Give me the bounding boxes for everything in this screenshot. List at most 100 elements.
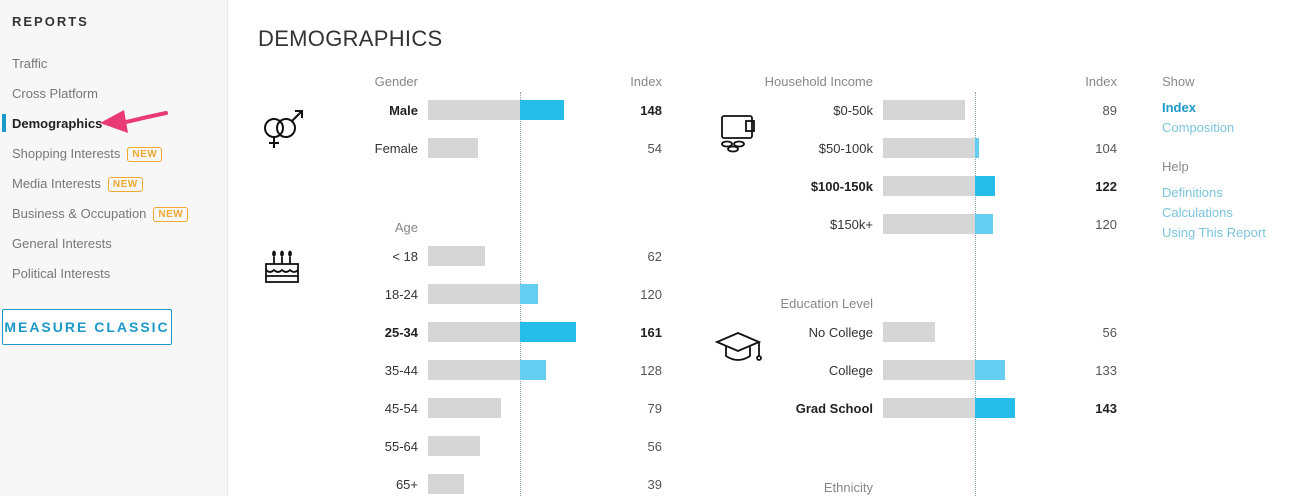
income-row-label: $0-50k <box>833 103 873 118</box>
education-section-label: Education Level <box>780 296 873 311</box>
sidebar-item-cross-platform[interactable]: Cross Platform <box>12 86 98 101</box>
bar-gray <box>428 284 520 304</box>
sidebar-item-label: Political Interests <box>12 266 111 281</box>
page-title: DEMOGRAPHICS <box>258 26 443 51</box>
bar-gray <box>428 398 501 418</box>
sidebar-item-demographics[interactable]: Demographics <box>12 116 102 131</box>
bar-blue <box>975 138 979 158</box>
gender-bar <box>428 100 668 120</box>
gender-row-label: Female <box>374 141 418 156</box>
graduation-cap-icon <box>714 332 762 361</box>
income-index-header: Index <box>1085 74 1117 89</box>
active-item-marker <box>2 114 6 132</box>
show-index-link[interactable]: Index <box>1162 100 1196 115</box>
income-index-value: 120 <box>1095 217 1117 232</box>
sidebar-item-shopping-interests[interactable]: Shopping Interests NEW <box>12 146 163 162</box>
bar-gray <box>883 100 965 120</box>
bar-blue <box>520 284 539 304</box>
education-bar <box>883 360 1123 380</box>
help-calculations-link[interactable]: Calculations <box>1162 205 1233 220</box>
help-definitions-link[interactable]: Definitions <box>1162 185 1223 200</box>
sidebar-item-label: Traffic <box>12 56 48 71</box>
sidebar-heading: REPORTS <box>12 14 89 29</box>
gender-index-value: 54 <box>647 141 662 156</box>
bar-blue <box>520 360 546 380</box>
age-bar <box>428 322 668 342</box>
income-row-label: $50-100k <box>818 141 873 156</box>
bar-gray <box>428 436 480 456</box>
sidebar-item-label: Business & Occupation <box>12 206 147 221</box>
pointer-arrow-icon <box>100 110 168 133</box>
bar-blue <box>520 100 565 120</box>
sidebar-item-label: Shopping Interests <box>12 146 121 161</box>
bar-blue <box>975 214 994 234</box>
sidebar-item-general-interests[interactable]: General Interests <box>12 236 112 251</box>
age-bar <box>428 246 668 266</box>
age-row-label: 55-64 <box>384 439 418 454</box>
bar-gray <box>883 360 975 380</box>
age-index-value: 120 <box>640 287 662 302</box>
age-row-label: 35-44 <box>384 363 418 378</box>
education-index-value: 56 <box>1102 325 1117 340</box>
age-section-label: Age <box>394 220 418 235</box>
education-row-label: Grad School <box>795 401 873 416</box>
gender-section-label: Gender <box>374 74 418 89</box>
sidebar-item-media-interests[interactable]: Media Interests NEW <box>12 176 143 192</box>
age-bar <box>428 360 668 380</box>
age-index-value: 56 <box>647 439 662 454</box>
age-bar <box>428 284 668 304</box>
education-index-value: 143 <box>1095 401 1117 416</box>
sidebar-item-label: Demographics <box>12 116 103 131</box>
new-badge: NEW <box>153 207 189 222</box>
help-using-report-link[interactable]: Using This Report <box>1162 225 1266 240</box>
education-bar <box>883 322 1123 342</box>
income-bar <box>883 214 1123 234</box>
gender-row-label: Male <box>389 103 418 118</box>
education-bar <box>883 398 1123 418</box>
wallet-coins-icon <box>721 115 755 153</box>
age-bar <box>428 436 668 456</box>
income-row-label: $100-150k <box>810 179 873 194</box>
measure-classic-button[interactable]: MEASURE CLASSIC <box>2 309 172 345</box>
bar-blue <box>520 322 577 342</box>
bar-gray <box>428 100 520 120</box>
birthday-cake-icon <box>265 250 299 283</box>
sidebar-item-label: General Interests <box>12 236 112 251</box>
bar-gray <box>428 246 486 266</box>
bar-gray <box>428 322 520 342</box>
bar-gray <box>428 474 464 494</box>
show-heading: Show <box>1162 74 1195 89</box>
age-index-value: 39 <box>647 477 662 492</box>
age-index-value: 161 <box>640 325 662 340</box>
income-index-value: 104 <box>1095 141 1117 156</box>
education-row-label: College <box>828 363 873 378</box>
gender-index-value: 148 <box>640 103 662 118</box>
education-index-value: 133 <box>1095 363 1117 378</box>
age-row-label: 65+ <box>395 477 418 492</box>
sidebar-item-traffic[interactable]: Traffic <box>12 56 47 71</box>
bar-gray <box>428 138 478 158</box>
age-index-value: 62 <box>647 249 662 264</box>
income-row-label: $150k+ <box>829 217 873 232</box>
income-index-value: 122 <box>1095 179 1117 194</box>
help-heading: Help <box>1162 159 1189 174</box>
age-row-label: < 18 <box>392 249 418 264</box>
sidebar-item-label: Cross Platform <box>12 86 98 101</box>
sidebar: REPORTS Traffic Cross Platform Demograph… <box>0 0 228 496</box>
sidebar-item-business-occupation[interactable]: Business & Occupation NEW <box>12 206 189 222</box>
age-bar <box>428 398 668 418</box>
bar-gray <box>883 138 975 158</box>
ethnicity-section-label: Ethnicity <box>823 480 873 495</box>
show-composition-link[interactable]: Composition <box>1162 120 1235 135</box>
sidebar-item-political-interests[interactable]: Political Interests <box>12 266 110 281</box>
gender-index-header: Index <box>630 74 662 89</box>
bar-gray <box>428 360 520 380</box>
education-row-label: No College <box>808 325 873 340</box>
income-bar <box>883 138 1123 158</box>
age-row-label: 45-54 <box>384 401 418 416</box>
bar-gray <box>883 214 975 234</box>
income-bar <box>883 176 1123 196</box>
income-index-value: 89 <box>1102 103 1117 118</box>
gender-icon <box>264 110 303 148</box>
bar-gray <box>883 176 975 196</box>
